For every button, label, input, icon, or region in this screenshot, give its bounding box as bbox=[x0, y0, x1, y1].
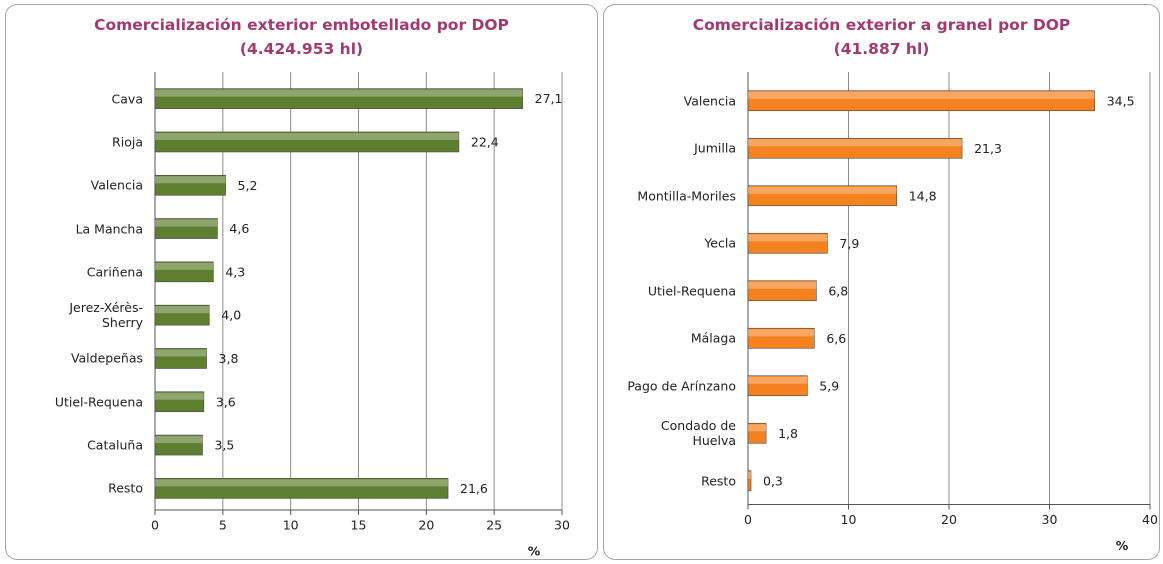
category-label: Yecla bbox=[704, 235, 736, 251]
category-label: Utiel-Requena bbox=[647, 283, 736, 299]
chart-title: Comercialización exterior embotellado po… bbox=[94, 16, 509, 34]
bar-highlight bbox=[748, 376, 808, 384]
data-label: 21,3 bbox=[974, 141, 1002, 156]
category-label: Jerez-Xérès- Sherry bbox=[69, 300, 143, 331]
data-label: 7,9 bbox=[839, 236, 859, 251]
bar bbox=[154, 218, 218, 239]
bar bbox=[154, 261, 214, 283]
category-label: Rioja bbox=[112, 134, 143, 150]
data-label: 4,3 bbox=[225, 264, 245, 279]
bar-highlight bbox=[155, 349, 207, 357]
x-tick-label: 30 bbox=[554, 518, 570, 533]
data-label: 4,6 bbox=[229, 221, 249, 236]
x-tick-label: 20 bbox=[941, 512, 957, 527]
category-label: Resto bbox=[108, 480, 143, 496]
x-tick-label: 15 bbox=[351, 518, 367, 533]
category-label: Montilla-Moriles bbox=[637, 188, 736, 204]
bar bbox=[154, 391, 205, 413]
bar-highlight bbox=[748, 329, 815, 337]
data-label: 5,2 bbox=[238, 178, 258, 193]
bar-highlight bbox=[155, 89, 523, 97]
x-tick-label: 30 bbox=[1042, 512, 1058, 527]
chart-subtitle: (4.424.953 hl) bbox=[239, 40, 364, 58]
x-tick-label: 0 bbox=[151, 518, 159, 533]
data-label: 3,5 bbox=[214, 438, 234, 453]
data-label: 1,8 bbox=[778, 426, 798, 441]
x-tick-label: 40 bbox=[1142, 512, 1158, 527]
bar bbox=[747, 185, 898, 207]
bar-highlight bbox=[748, 424, 767, 432]
x-axis-label: % bbox=[1116, 538, 1129, 553]
bar-highlight bbox=[748, 186, 897, 194]
bar-highlight bbox=[155, 392, 204, 400]
x-tick-label: 10 bbox=[841, 512, 857, 527]
data-label: 27,1 bbox=[535, 91, 563, 106]
bar bbox=[747, 137, 963, 159]
category-label: Cataluña bbox=[87, 437, 143, 453]
data-label: 3,6 bbox=[216, 394, 236, 409]
category-label: Pago de Arínzano bbox=[627, 378, 736, 394]
category-label: Condado de Huelva bbox=[660, 418, 736, 449]
bar bbox=[154, 478, 449, 499]
x-tick-label: 25 bbox=[486, 518, 502, 533]
bar-highlight bbox=[155, 132, 459, 140]
chart-panel bbox=[5, 4, 598, 560]
chart-title: Comercialización exterior a granel por D… bbox=[692, 16, 1071, 34]
category-label: Valdepeñas bbox=[70, 350, 143, 366]
bar bbox=[154, 131, 460, 153]
data-label: 6,8 bbox=[828, 283, 848, 298]
bar bbox=[154, 304, 210, 326]
category-label: Utiel-Requena bbox=[54, 394, 143, 410]
x-axis-label: % bbox=[528, 544, 541, 559]
bar bbox=[747, 422, 767, 444]
bar bbox=[747, 470, 752, 492]
data-label: 0,3 bbox=[763, 473, 783, 488]
data-label: 21,6 bbox=[460, 481, 488, 496]
bar bbox=[747, 375, 808, 397]
chart-panel bbox=[603, 4, 1160, 560]
bar-highlight bbox=[748, 91, 1095, 99]
category-label: Valencia bbox=[90, 177, 143, 193]
category-label: Málaga bbox=[690, 330, 736, 346]
bar bbox=[154, 434, 203, 456]
data-label: 14,8 bbox=[909, 188, 937, 203]
data-label: 3,8 bbox=[219, 351, 239, 366]
chart-subtitle: (41.887 hl) bbox=[833, 40, 930, 58]
bar bbox=[154, 174, 226, 196]
category-label: Jumilla bbox=[694, 140, 736, 156]
bar-highlight bbox=[748, 471, 752, 479]
data-label: 34,5 bbox=[1107, 93, 1135, 108]
bar-highlight bbox=[748, 139, 963, 147]
bar-highlight bbox=[155, 306, 210, 314]
bar bbox=[747, 280, 817, 302]
data-label: 6,6 bbox=[826, 331, 846, 346]
x-tick-label: 0 bbox=[744, 512, 752, 527]
data-label: 4,0 bbox=[221, 308, 241, 323]
category-label: Valencia bbox=[683, 93, 736, 109]
bar-highlight bbox=[155, 262, 214, 270]
data-label: 22,4 bbox=[471, 134, 499, 149]
x-tick-label: 20 bbox=[418, 518, 434, 533]
bar-highlight bbox=[155, 479, 449, 487]
bar bbox=[154, 348, 207, 369]
x-tick-label: 5 bbox=[219, 518, 227, 533]
bar-highlight bbox=[748, 281, 817, 289]
category-label: Resto bbox=[701, 473, 736, 489]
bar-highlight bbox=[155, 436, 203, 444]
category-label: La Mancha bbox=[75, 221, 143, 237]
category-label: Cava bbox=[111, 91, 143, 107]
bar bbox=[747, 232, 828, 254]
category-label: Cariñena bbox=[86, 264, 143, 280]
bar bbox=[747, 327, 815, 349]
data-label: 5,9 bbox=[819, 378, 839, 393]
bar-highlight bbox=[748, 234, 828, 242]
bar bbox=[747, 90, 1096, 112]
bar-highlight bbox=[155, 219, 218, 227]
bar bbox=[154, 88, 523, 109]
x-tick-label: 10 bbox=[283, 518, 299, 533]
bar-highlight bbox=[155, 176, 226, 184]
